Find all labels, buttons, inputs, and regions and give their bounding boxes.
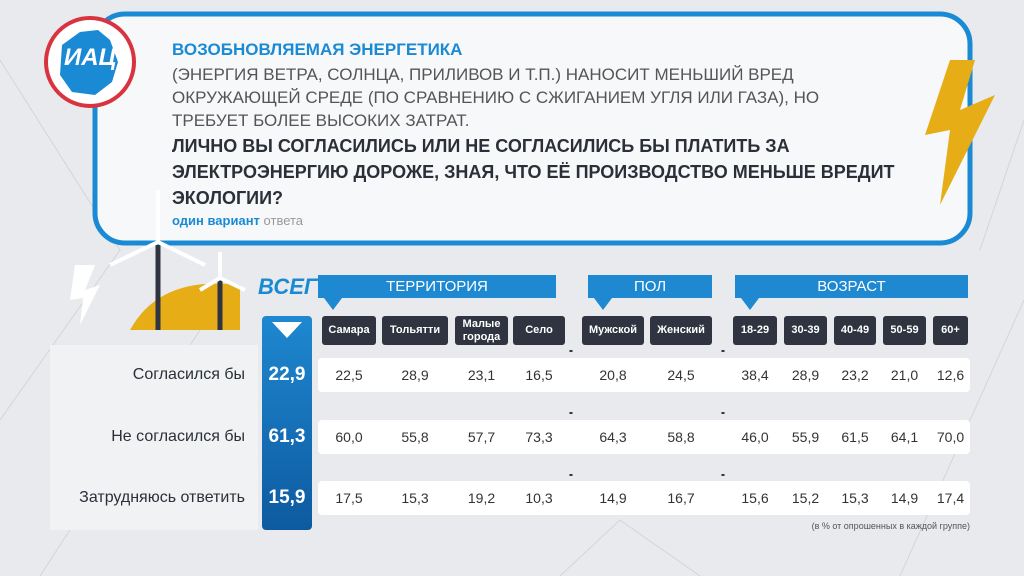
cell-value: 14,9 xyxy=(599,490,627,506)
cell-value: 19,2 xyxy=(467,490,496,506)
group-header: ВОЗРАСТ xyxy=(817,278,886,295)
cell-value: 24,5 xyxy=(667,367,695,383)
total-label: ВСЕГО xyxy=(258,274,335,299)
decor xyxy=(318,481,970,515)
cell-value: 28,9 xyxy=(791,367,820,383)
cell-value: 14,9 xyxy=(890,490,919,506)
cell-value: 64,3 xyxy=(599,429,627,445)
decor xyxy=(594,298,612,310)
cell-value: 10,3 xyxy=(525,490,553,506)
cell-value: 16,5 xyxy=(525,367,553,383)
column-header: 40-49 xyxy=(834,316,876,345)
cell-value: 23,1 xyxy=(467,367,496,383)
cell-value: 15,3 xyxy=(841,490,869,506)
cell-value: 60,0 xyxy=(335,429,363,445)
column-header: Мужской xyxy=(582,316,644,345)
column-header: Тольятти xyxy=(382,316,448,345)
row-label: Затрудняюсь ответить xyxy=(79,489,245,506)
cell-value: 16,7 xyxy=(667,490,695,506)
cell-value: 46,0 xyxy=(741,429,769,445)
cell-value: 70,0 xyxy=(936,429,965,445)
column-header: 18-29 xyxy=(733,316,777,345)
logo: ИАЦ xyxy=(63,44,117,71)
note-main: один вариант xyxy=(172,213,260,228)
cell-value: 15,2 xyxy=(791,490,820,506)
decor xyxy=(735,275,968,298)
note-rest: ответа xyxy=(263,213,304,228)
cell-value: 23,2 xyxy=(841,367,869,383)
decor xyxy=(318,358,970,392)
column-header: 60+ xyxy=(933,316,968,345)
cell-value: 17,4 xyxy=(936,490,965,506)
cell-value: 55,8 xyxy=(401,429,429,445)
cell-value: 57,7 xyxy=(467,429,496,445)
cell-value: 15,3 xyxy=(401,490,429,506)
decor xyxy=(741,298,759,310)
column-header: Женский xyxy=(650,316,712,345)
decor xyxy=(588,275,712,298)
row-label: Не согласился бы xyxy=(111,428,245,445)
decor xyxy=(318,420,970,454)
cell-value: 17,5 xyxy=(335,490,363,506)
group-header: ПОЛ xyxy=(633,278,667,295)
cell-value: 55,9 xyxy=(791,429,820,445)
cell-value: 15,6 xyxy=(741,490,769,506)
total-value: 61,3 xyxy=(268,426,306,447)
note: один вариант ответа xyxy=(172,213,303,228)
column-header: Малые города xyxy=(455,316,508,345)
question: ЛИЧНО ВЫ СОГЛАСИЛИСЬ ИЛИ НЕ СОГЛАСИЛИСЬ … xyxy=(172,136,895,208)
cell-value: 61,5 xyxy=(841,429,869,445)
column-header: 50-59 xyxy=(883,316,926,345)
footnote: (в % от опрошенных в каждой группе) xyxy=(811,521,970,531)
cell-value: 58,8 xyxy=(667,429,695,445)
column-header: 30-39 xyxy=(784,316,827,345)
column-header: Село xyxy=(513,316,565,345)
title: ВОЗОБНОВЛЯЕМАЯ ЭНЕРГЕТИКА xyxy=(172,40,463,59)
cell-value: 22,5 xyxy=(335,367,363,383)
cell-value: 64,1 xyxy=(890,429,919,445)
cell-value: 73,3 xyxy=(525,429,553,445)
decor xyxy=(324,298,342,310)
cell-value: 38,4 xyxy=(741,367,769,383)
total-value: 15,9 xyxy=(268,487,306,508)
cell-value: 12,6 xyxy=(936,367,965,383)
total-value: 22,9 xyxy=(268,364,306,385)
cell-value: 28,9 xyxy=(401,367,429,383)
column-header: Самара xyxy=(322,316,376,345)
description: (ЭНЕРГИЯ ВЕТРА, СОЛНЦА, ПРИЛИВОВ И Т.П.)… xyxy=(172,65,820,130)
cell-value: 20,8 xyxy=(599,367,627,383)
cell-value: 21,0 xyxy=(890,367,919,383)
group-header: ТЕРРИТОРИЯ xyxy=(386,278,488,295)
decor xyxy=(318,275,556,298)
row-label: Согласился бы xyxy=(132,366,245,383)
